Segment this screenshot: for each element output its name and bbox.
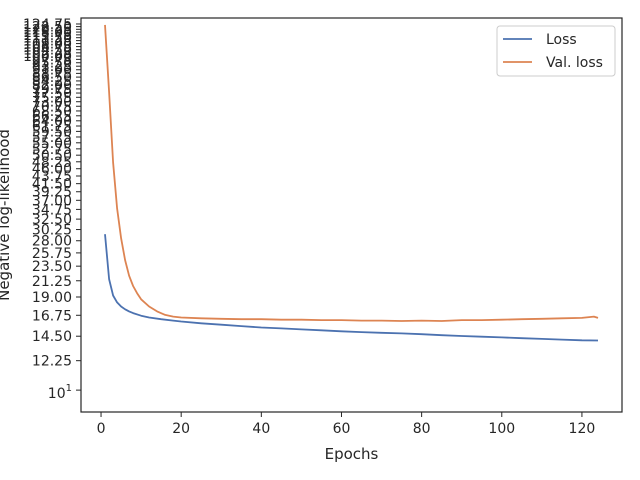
y-tick-label: 82.00 (32, 78, 72, 94)
y-tick-label: 32.50 (32, 212, 72, 228)
y-tick-label: 43.75 (32, 169, 72, 185)
y-tick-label: 113.50 (23, 31, 72, 47)
y-tick-label: 55.00 (32, 136, 72, 152)
y-tick-label: 111.25 (23, 34, 72, 50)
plot-area: 0 20 40 60 80 100 120 10112.2514.5016.7519.002… (23, 17, 623, 437)
y-tick-label: 61.75 (32, 119, 72, 135)
y-tick-label: 104.50 (23, 43, 72, 59)
y-tick-label: 12.25 (32, 354, 72, 370)
y-tick-label: 30.25 (32, 223, 72, 239)
legend-label-loss: Loss (546, 32, 577, 48)
series-layer (104, 24, 599, 342)
y-tick-label: 37.00 (32, 193, 72, 209)
y-tick-label: 23.50 (32, 259, 72, 275)
y-tick-label: 50.50 (32, 148, 72, 164)
y-tick-label: 28.00 (32, 234, 72, 250)
x-tick-label: 0 (97, 421, 106, 437)
legend-label-val-loss: Val. loss (546, 55, 603, 71)
y-axis-title: Negative log-likelihood (0, 129, 13, 301)
y-tick-label: 88.75 (32, 66, 72, 82)
y-tick-label: 64.00 (32, 114, 72, 130)
y-tick-label: 100.00 (23, 49, 72, 65)
series-line-val-loss (104, 24, 599, 322)
y-tick-label: 75.25 (32, 90, 72, 106)
y-tick-label: 84.25 (32, 74, 72, 90)
y-tick-label: 19.00 (32, 290, 72, 306)
y-tick-label: 124.75 (23, 17, 72, 33)
y-tick-label: 59.50 (32, 124, 72, 140)
y-tick-label: 93.25 (32, 59, 72, 75)
x-axis: 0 20 40 60 80 100 120 (97, 412, 596, 437)
y-tick-label: 21.25 (32, 274, 72, 290)
x-tick-label: 60 (333, 421, 351, 437)
y-tick-label: 46.00 (32, 162, 72, 178)
x-tick-label: 20 (172, 421, 190, 437)
y-tick-label: 95.50 (32, 56, 72, 72)
y-tick-label: 14.50 (32, 329, 72, 345)
x-axis-title: Epochs (325, 445, 379, 463)
y-tick-label: 79.75 (32, 82, 72, 98)
y-tick-label: 16.75 (32, 308, 72, 324)
y-tick-label: 115.75 (23, 28, 72, 44)
x-tick-label: 120 (569, 421, 596, 437)
y-tick-label: 70.75 (32, 99, 72, 115)
y-tick-label: 25.75 (32, 246, 72, 262)
y-tick-label: 57.25 (32, 130, 72, 146)
y-tick-label: 77.50 (32, 86, 72, 102)
y-tick-label: 48.25 (32, 155, 72, 171)
y-tick-label: 120.25 (23, 22, 72, 38)
y-tick-label: 34.75 (32, 202, 72, 218)
series-line-loss (104, 234, 599, 342)
x-tick-label: 100 (488, 421, 515, 437)
y-tick-label: 91.00 (32, 63, 72, 79)
y-axis: 101 12.25 14.50 16.75 19.0021.2523.5025.7528… (23, 17, 81, 402)
y-tick-label: 122.50 (23, 20, 72, 36)
y-tick-label: 102.25 (23, 46, 72, 62)
y-tick-label: 86.50 (32, 70, 72, 86)
axes-frame (80, 17, 623, 413)
y-tick-label: 101 (48, 383, 72, 402)
y-tick-label: 106.75 (23, 40, 72, 56)
y-tick-label: 109.00 (23, 37, 72, 53)
y-tick-label: 52.75 (32, 142, 72, 158)
y-tick-label: 118.00 (23, 25, 72, 41)
y-tick-label: 66.25 (32, 109, 72, 125)
legend: Loss Val. loss (496, 25, 616, 77)
y-tick-label: 39.25 (32, 185, 72, 201)
y-tick-label: 73.00 (32, 95, 72, 111)
x-tick-label: 80 (413, 421, 431, 437)
y-tick-label: 97.75 (32, 52, 72, 68)
x-tick-label: 40 (252, 421, 270, 437)
y-tick-label: 68.50 (32, 104, 72, 120)
y-tick-label: 41.50 (32, 177, 72, 193)
